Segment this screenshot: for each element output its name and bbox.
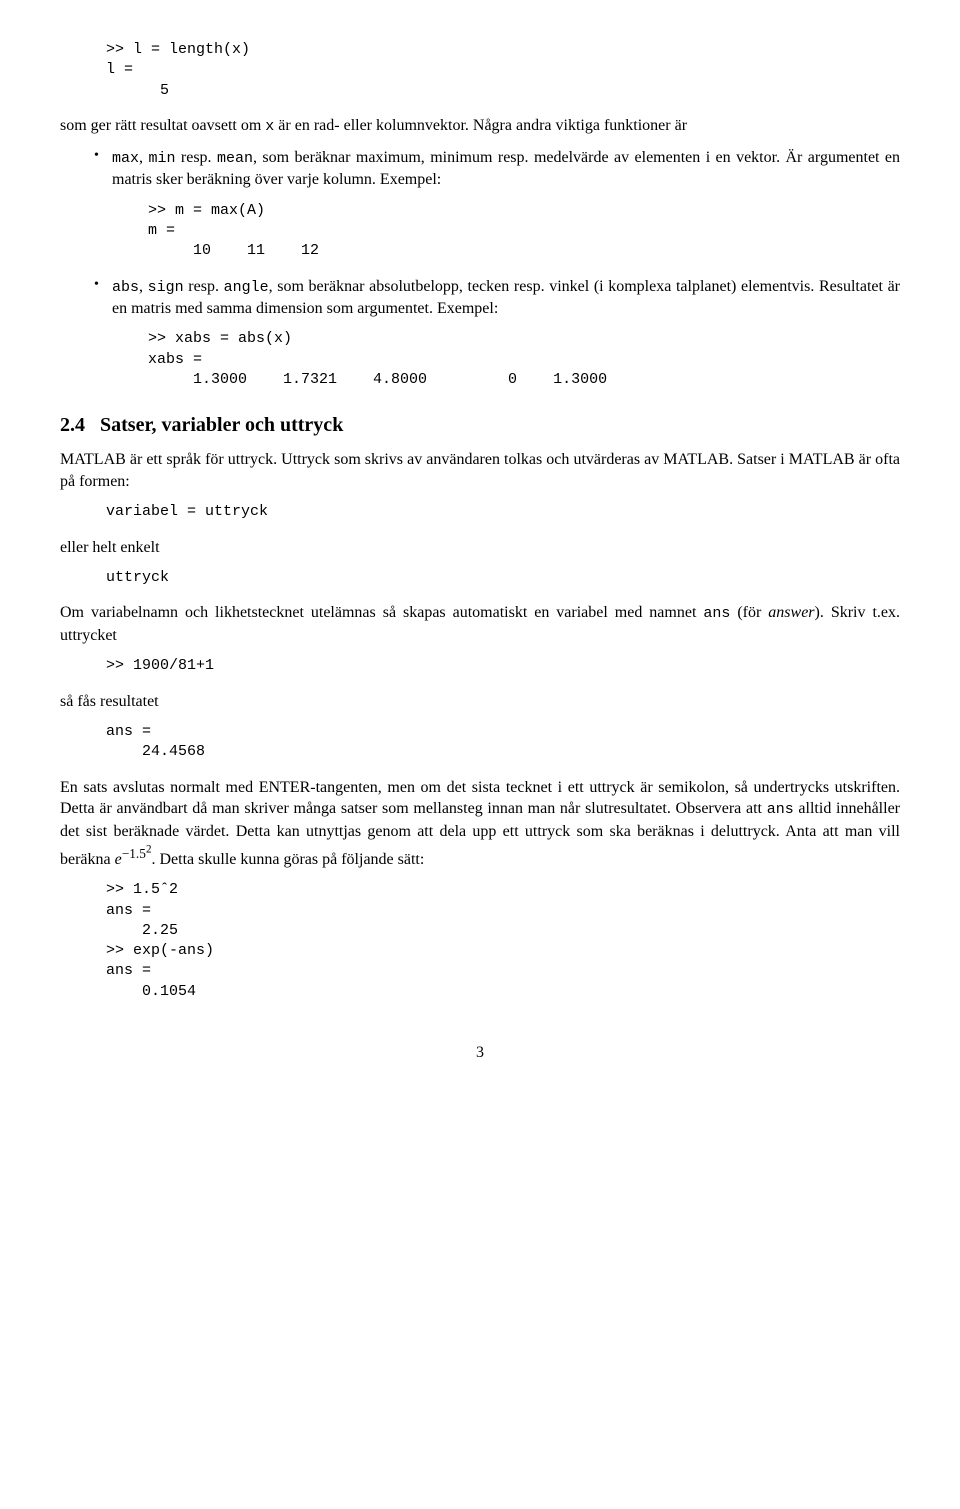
section-number: 2.4 — [60, 414, 85, 436]
section-title: Satser, variabler och uttryck — [100, 414, 343, 436]
code-sign: sign — [148, 279, 184, 296]
code-ans-inline: ans — [703, 605, 730, 622]
code-final: >> 1.5ˆ2 ans = 2.25 >> exp(-ans) ans = 0… — [106, 880, 900, 1002]
exp-sup: −1.52 — [122, 846, 152, 861]
para-24a: MATLAB är ett språk för uttryck. Uttryck… — [60, 449, 900, 492]
text-b1-t2: resp. — [175, 149, 217, 166]
code-ans-inline-2: ans — [767, 801, 794, 818]
matlab-m1: M — [60, 451, 74, 468]
bullet-item-2: abs, sign resp. angle, som beräknar abso… — [94, 276, 900, 391]
text-b2-t1: , — [139, 278, 148, 295]
exp-e: e — [115, 851, 122, 868]
text-intro1: som ger rätt resultat oavsett om — [60, 117, 265, 134]
para-24c: Om variabelnamn och likhetstecknet utelä… — [60, 602, 900, 646]
code-min: min — [148, 150, 175, 167]
code-uttryck-only: uttryck — [106, 568, 900, 588]
code-length-x: >> l = length(x) l = 5 — [106, 40, 900, 101]
text-24c-2: (för — [730, 604, 768, 621]
code-max-a: >> m = max(A) m = 10 11 12 — [148, 201, 900, 262]
code-max: max — [112, 150, 139, 167]
text-intro2: är en rad- eller kolumnvektor. Några and… — [274, 117, 687, 134]
para-24b: eller helt enkelt — [60, 537, 900, 559]
code-mean: mean — [217, 150, 253, 167]
page-number: 3 — [60, 1042, 900, 1064]
bullet-item-1: max, min resp. mean, som beräknar maximu… — [94, 147, 900, 262]
code-x: x — [265, 118, 274, 135]
text-24a-5: . Satser i M — [729, 451, 803, 468]
code-abs: abs — [112, 279, 139, 296]
matlab-sc1: ATLAB — [74, 451, 126, 468]
text-b2-t2: resp. — [184, 278, 224, 295]
code-variabel-uttryck: variabel = uttryck — [106, 502, 900, 522]
para-24e: En sats avslutas normalt med ENTER-tange… — [60, 777, 900, 871]
bullet-list: max, min resp. mean, som beräknar maximu… — [94, 147, 900, 390]
exp-sup1: −1.5 — [122, 846, 146, 861]
text-24a-3: är ett språk för uttryck. Uttryck som sk… — [126, 451, 678, 468]
para-intro: som ger rätt resultat oavsett om x är en… — [60, 115, 900, 137]
code-abs-x: >> xabs = abs(x) xabs = 1.3000 1.7321 4.… — [148, 329, 900, 390]
code-1900: >> 1900/81+1 — [106, 656, 900, 676]
para-24d: så fås resultatet — [60, 691, 900, 713]
code-angle: angle — [224, 279, 269, 296]
section-2-4-heading: 2.4 Satser, variabler och uttryck — [60, 412, 900, 439]
text-24c-1: Om variabelnamn och likhetstecknet utelä… — [60, 604, 703, 621]
text-answer: answer — [768, 604, 814, 621]
matlab-sc3: ATLAB — [803, 451, 855, 468]
code-ans-24: ans = 24.4568 — [106, 722, 900, 763]
text-24e-3: . Detta skulle kunna göras på följande s… — [152, 851, 425, 868]
matlab-sc2: ATLAB — [678, 451, 730, 468]
